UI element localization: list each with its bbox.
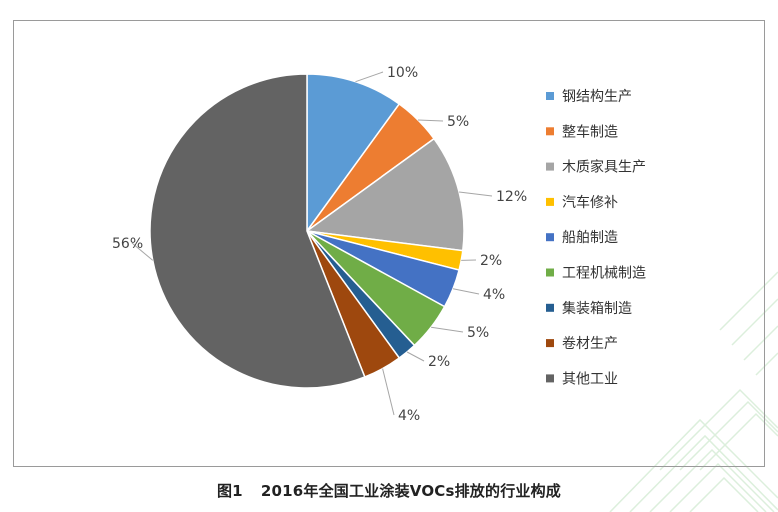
data-label: 5% — [447, 114, 469, 130]
data-label: 12% — [496, 189, 527, 205]
legend-swatch — [546, 92, 554, 100]
leader-line — [431, 326, 464, 333]
legend-label: 整车制造 — [562, 123, 618, 140]
pie-slices — [149, 73, 465, 389]
data-label: 5% — [467, 325, 489, 341]
legend-swatch — [546, 233, 554, 242]
legend-label: 钢结构生产 — [562, 89, 632, 105]
legend-swatch — [546, 303, 554, 312]
legend-swatch — [546, 339, 554, 348]
figure-caption: 图1 2016年全国工业涂装VOCs排放的行业构成 — [0, 480, 778, 501]
legend: 钢结构生产整车制造木质家具生产汽车修补船舶制造工程机械制造集装箱制造卷材生产其他… — [546, 89, 646, 387]
legend-swatch — [546, 127, 554, 136]
leader-lines — [131, 71, 493, 416]
chart-frame — [13, 20, 765, 467]
data-labels: 10% 5% 12% 2% 4% 5% 2% 4% 56% — [112, 65, 527, 424]
legend-label: 船舶制造 — [562, 230, 618, 246]
leader-line — [406, 351, 425, 362]
legend-label: 集装箱制造 — [562, 300, 632, 317]
leader-line — [131, 242, 154, 261]
legend-swatch — [546, 162, 554, 171]
legend-swatch — [546, 268, 554, 277]
leader-line — [417, 119, 444, 122]
data-label: 56% — [112, 236, 143, 252]
leader-line — [382, 368, 395, 416]
leader-line — [459, 191, 493, 197]
data-label: 2% — [480, 253, 502, 269]
legend-label: 卷材生产 — [562, 336, 618, 352]
legend-swatch — [546, 374, 554, 383]
data-label: 10% — [387, 65, 418, 81]
legend-label: 其他工业 — [562, 371, 618, 387]
data-label: 2% — [428, 354, 450, 370]
figure-caption-text: 2016年全国工业涂装VOCs排放的行业构成 — [260, 482, 562, 500]
leader-line — [452, 288, 480, 295]
legend-swatch — [546, 197, 554, 206]
legend-label: 工程机械制造 — [562, 266, 646, 282]
legend-label: 汽车修补 — [562, 194, 618, 211]
data-label: 4% — [483, 287, 505, 303]
pie-slice-3 — [305, 137, 465, 252]
data-label: 4% — [398, 408, 420, 424]
legend-label: 木质家具生产 — [562, 159, 646, 176]
pie-slice-9 — [149, 73, 366, 389]
leader-line — [355, 71, 384, 83]
figure-number: 图1 — [216, 482, 243, 500]
